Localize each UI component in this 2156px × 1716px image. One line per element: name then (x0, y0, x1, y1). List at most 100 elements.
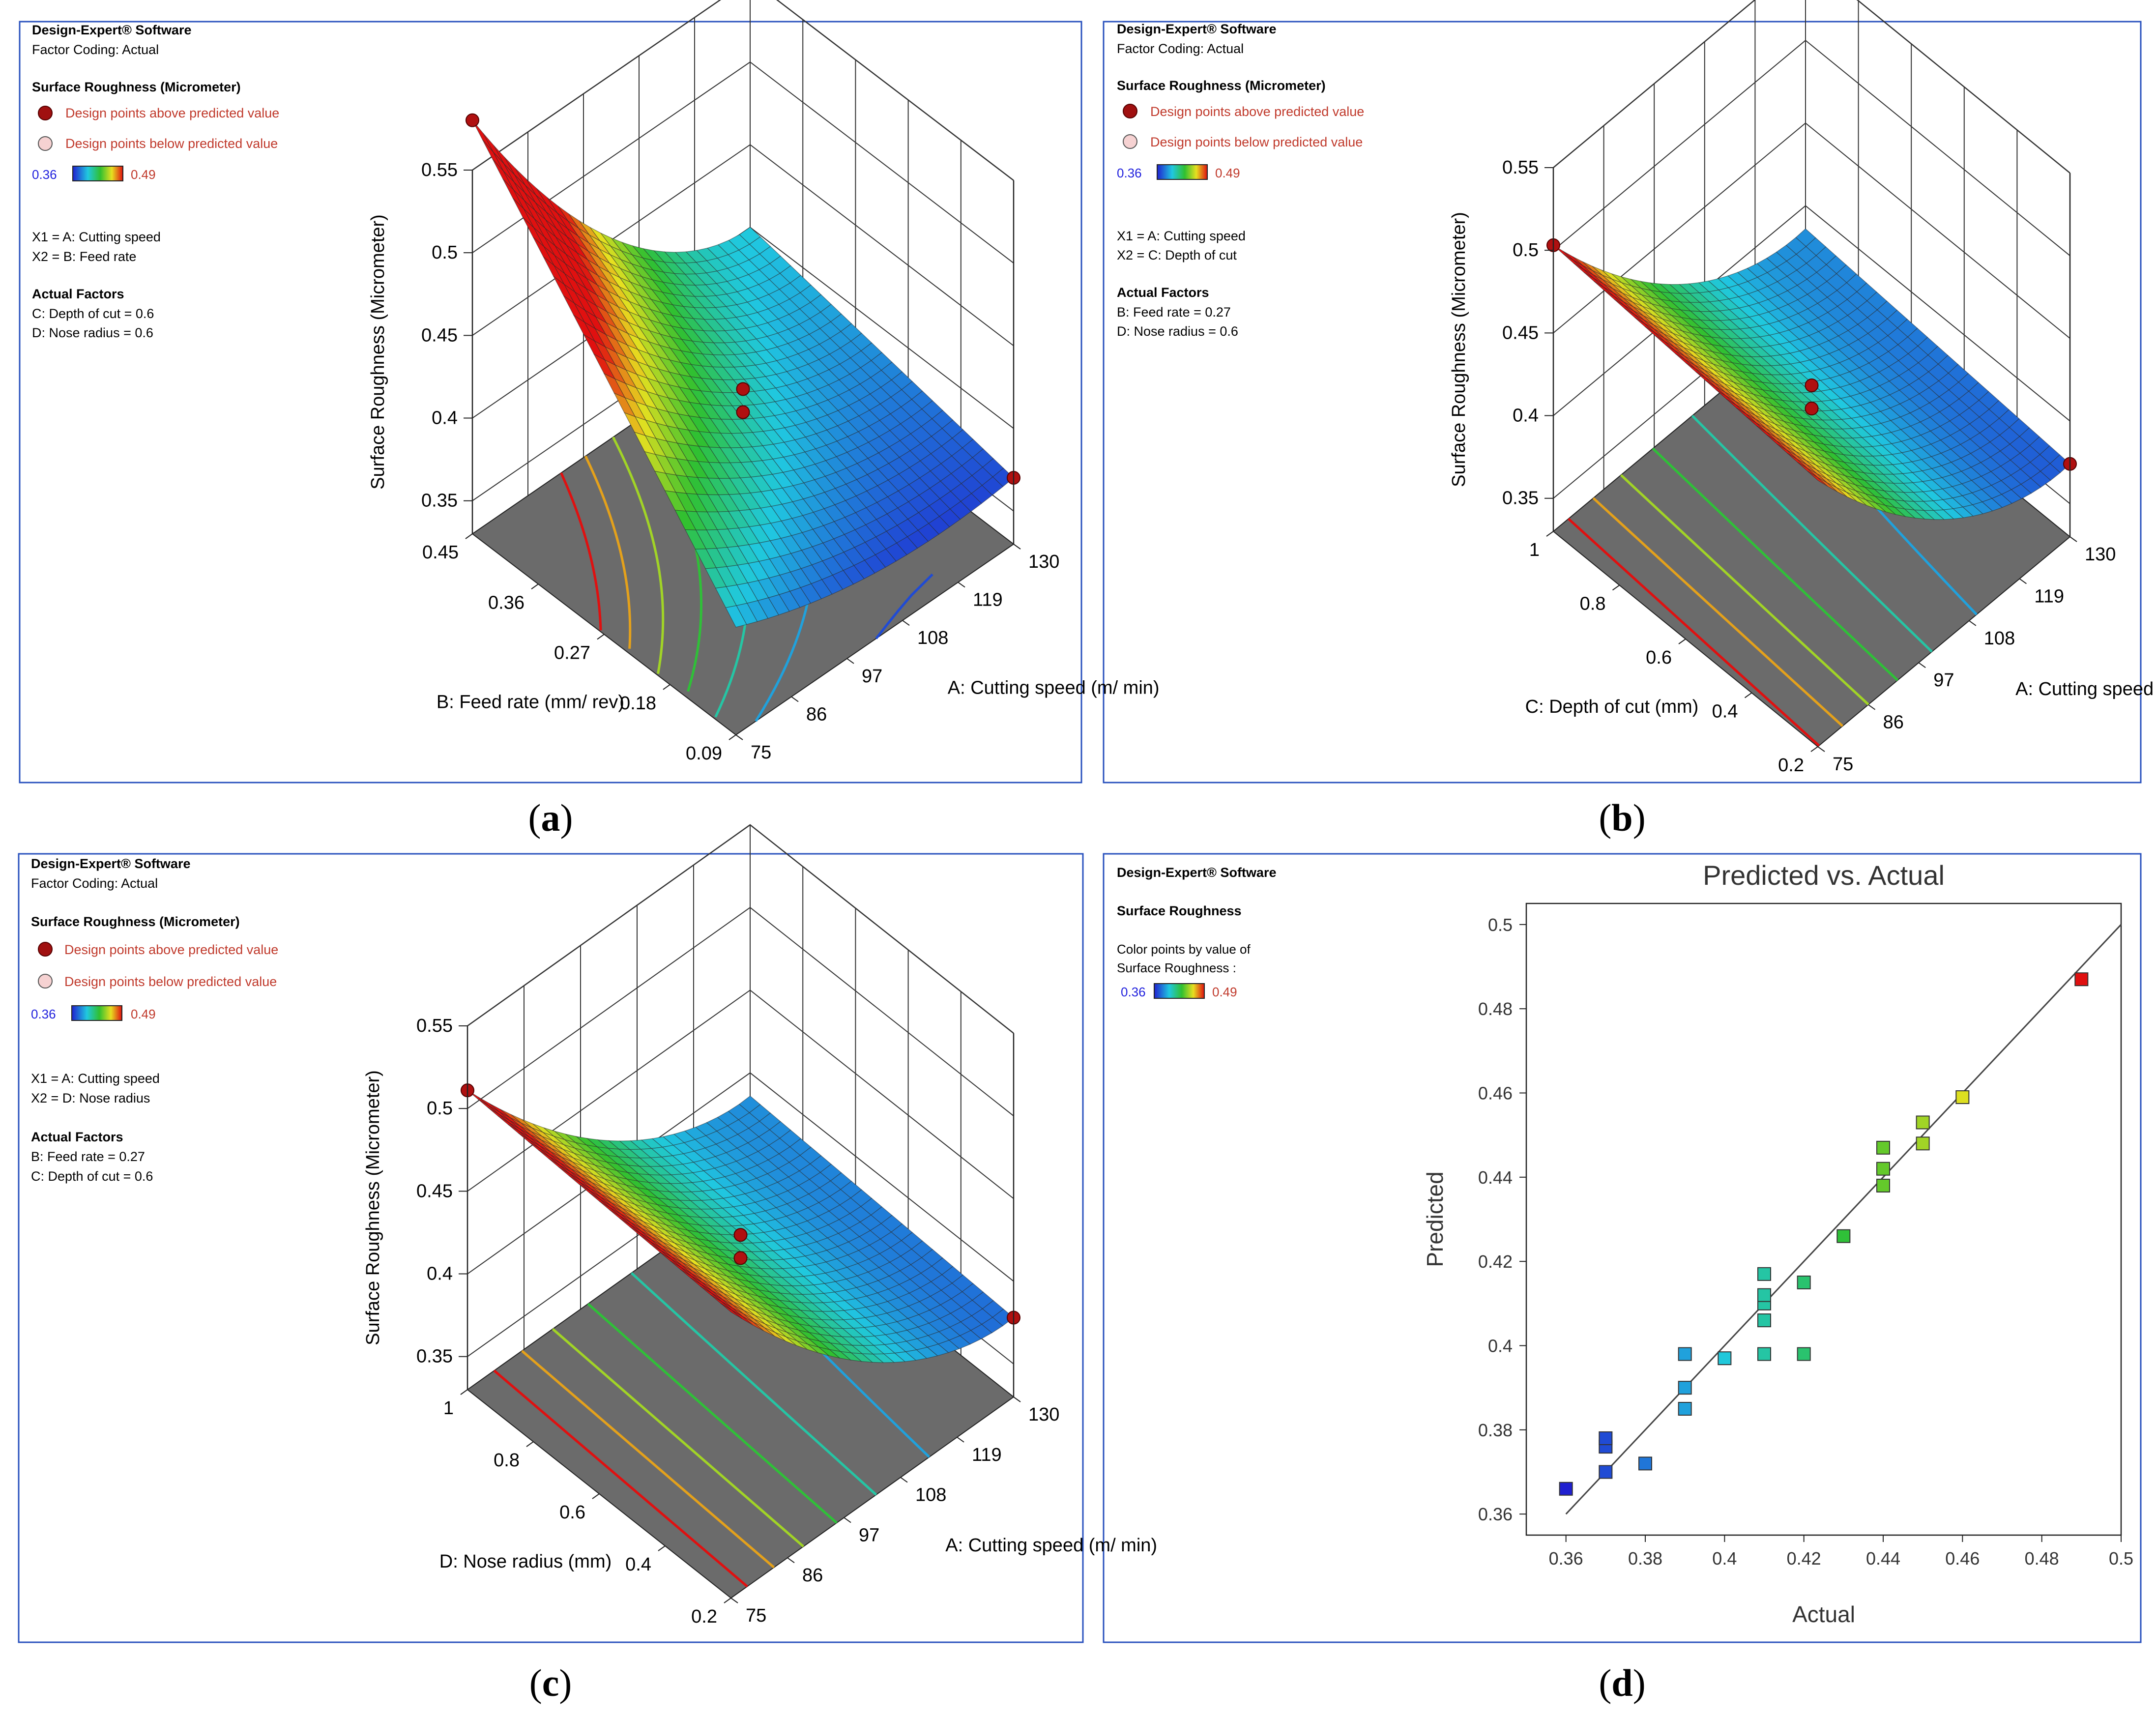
z-axis: 0.35 0.4 0.45 0.5 0.55 Surface Roughness (Mic… (368, 160, 472, 511)
legend-above: Design points above predicted value (1150, 104, 1364, 119)
data-point (2074, 972, 2089, 987)
z-tick-label: 0.5 (1513, 240, 1539, 261)
y-tick-label: 0.8 (494, 1450, 520, 1471)
legend-software: Design-Expert® Software (1117, 865, 1276, 880)
x-tick-label: 108 (915, 1485, 946, 1506)
scale-min: 0.36 (1117, 166, 1142, 180)
x-axis-title: A: Cutting speed (m/ min) (948, 678, 1160, 698)
surface-cell (720, 1303, 742, 1319)
x-tick (1969, 620, 1977, 626)
wall-z-line (467, 824, 1014, 1034)
y-tick (526, 1441, 534, 1447)
color-by-line-1: Color points by value of (1117, 942, 1251, 957)
y-tick (597, 634, 605, 640)
reference-line (1565, 924, 2122, 1515)
legend-response: Surface Roughness (Micrometer) (1117, 78, 1326, 93)
z-axis-title: Surface Roughness (Micrometer) (1449, 212, 1469, 487)
y-tick-label: 1 (443, 1398, 454, 1419)
y-tick-label: 0.44 (1478, 1167, 1513, 1188)
legend-above: Design points above predicted value (64, 942, 278, 957)
wall-z-line (467, 989, 1014, 1199)
wall-z-line (1553, 122, 2070, 339)
contour-line (560, 472, 602, 631)
contour-line (493, 1369, 748, 1588)
design-point-marker (1805, 402, 1819, 416)
below-marker-icon (1123, 134, 1137, 149)
z-tick-label: 0.5 (432, 242, 458, 263)
actual-factor-1: B: Feed rate = 0.27 (1117, 305, 1231, 320)
data-point (1876, 1140, 1890, 1155)
data-point (1836, 1229, 1851, 1243)
x-tick-label: 0.36 (1549, 1548, 1583, 1569)
design-point-marker (1805, 378, 1819, 393)
color-scale-bar (72, 166, 123, 181)
wall-z-line (1553, 205, 2070, 422)
z-axis-title: Surface Roughness (Micrometer) (368, 214, 388, 490)
x-tick-label: 0.4 (1712, 1548, 1737, 1569)
surface-plot-b: 0.35 0.4 0.45 0.5 0.55 Surface Roughness (Mic… (1449, 0, 2156, 776)
legend-x2: X2 = D: Nose radius (31, 1091, 150, 1105)
y-tick-label: 0.42 (1478, 1251, 1513, 1272)
y-tick (1678, 639, 1686, 644)
scatter-plot-d: Predicted vs. Actual 0.36 0.38 0.4 0.42 0.44 0… (1422, 860, 2133, 1627)
x-tick-label: 0.5 (2109, 1548, 2133, 1569)
x-tick-label: 119 (973, 590, 1003, 611)
x-tick-label: 0.48 (2025, 1548, 2059, 1569)
y-tick-label: 0.6 (1646, 647, 1672, 668)
z-tick-label: 0.4 (427, 1264, 453, 1284)
data-point (1797, 1276, 1811, 1289)
x-tick-label: 119 (972, 1445, 1002, 1465)
data-point (1916, 1136, 1930, 1151)
actual-factor-1: C: Depth of cut = 0.6 (32, 306, 154, 321)
legend-x1: X1 = A: Cutting speed (31, 1071, 160, 1086)
x-axis: 75 86 97 108 119 130 A: Cutting speed (m/ min) (1817, 536, 2156, 775)
y-axis: 0.09 0.18 0.27 0.36 0.45 B: Feed rate (mm/ re… (422, 533, 736, 764)
z-tick-label: 0.55 (1502, 157, 1539, 178)
y-tick (1546, 531, 1554, 537)
wall-z-line (467, 906, 1014, 1116)
y-tick-label: 0.2 (691, 1606, 717, 1627)
y-tick-label: 0.4 (625, 1554, 651, 1575)
response-surface (1553, 228, 2070, 520)
z-tick-label: 0.35 (1502, 488, 1539, 509)
x-tick-label: 0.42 (1787, 1548, 1821, 1569)
scale-min: 0.36 (31, 1007, 56, 1021)
y-axis-title: D: Nose radius (mm) (439, 1551, 612, 1572)
y-tick-label: 0.36 (488, 592, 524, 613)
surface-cell (478, 1097, 500, 1112)
response-surface (472, 120, 1014, 628)
data-point (1757, 1313, 1771, 1328)
z-tick-label: 0.4 (432, 408, 458, 429)
x-tick-label: 108 (917, 628, 948, 648)
z-tick-label: 0.45 (416, 1181, 453, 1201)
contour-line (587, 1303, 838, 1524)
y-tick-label: 0.36 (1478, 1504, 1513, 1524)
y-tick-label: 0.4 (1488, 1336, 1513, 1356)
wall-z-line (472, 61, 1014, 263)
y-tick-label: 0.2 (1778, 755, 1804, 776)
y-axis: 0.2 0.4 0.6 0.8 1 C: Depth of cut (mm) (1525, 531, 1818, 776)
z-tick-label: 0.55 (421, 160, 458, 180)
data-point (1678, 1402, 1692, 1416)
legend-coding: Factor Coding: Actual (31, 876, 158, 891)
panel-label-b: (b) (1599, 796, 1645, 839)
z-tick-label: 0.35 (421, 491, 458, 511)
actual-factor-2: D: Nose radius = 0.6 (32, 325, 153, 340)
wall-z-line (1553, 39, 2070, 256)
actual-factor-2: C: Depth of cut = 0.6 (31, 1169, 153, 1184)
x-tick (2019, 578, 2027, 584)
wall-z-line (1553, 0, 2070, 174)
x-tick (900, 1477, 908, 1483)
x-tick-label: 130 (1028, 1404, 1059, 1425)
data-point (1876, 1162, 1890, 1176)
x-tick-label: 86 (806, 704, 827, 725)
panel-b-border (1103, 21, 2142, 784)
x-tick (958, 582, 965, 588)
wall-top-edge (467, 824, 1014, 1034)
data-point (1599, 1431, 1613, 1445)
x-tick (735, 734, 743, 740)
x-tick-label: 108 (1984, 628, 2015, 649)
panel-c-border (18, 853, 1084, 1643)
x-tick-label: 97 (859, 1525, 879, 1545)
